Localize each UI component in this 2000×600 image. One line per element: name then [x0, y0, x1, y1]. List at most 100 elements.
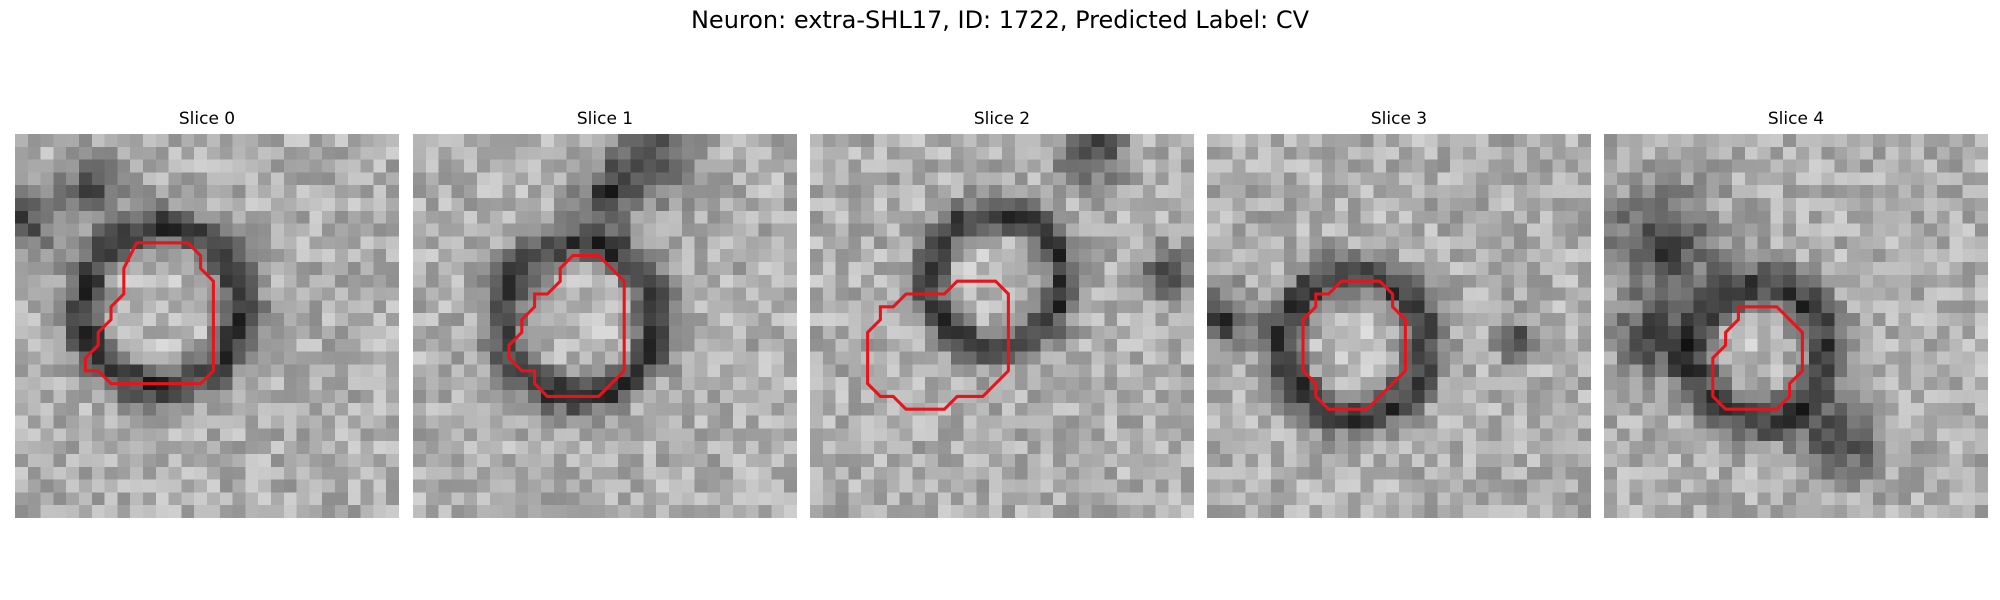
- pixel-cell: [1040, 223, 1054, 237]
- pixel-cell: [1130, 236, 1143, 250]
- pixel-cell: [1578, 146, 1591, 160]
- pixel-cell: [541, 377, 554, 391]
- pixel-cell: [464, 313, 478, 327]
- pixel-cell: [78, 223, 92, 237]
- pixel-cell: [1142, 389, 1156, 403]
- pixel-cell: [925, 197, 939, 211]
- pixel-cell: [1309, 172, 1323, 186]
- pixel-cell: [1667, 338, 1681, 352]
- pixel-cell: [566, 428, 580, 442]
- pixel-cell: [848, 146, 862, 160]
- pixel-cell: [413, 210, 426, 224]
- pixel-cell: [835, 428, 849, 442]
- pixel-cell: [720, 466, 734, 480]
- pixel-cell: [1732, 287, 1745, 301]
- pixel-cell: [873, 236, 887, 250]
- pixel-cell: [1488, 236, 1502, 250]
- pixel-cell: [1053, 415, 1067, 429]
- pixel-cell: [207, 236, 220, 250]
- pixel-cell: [464, 262, 478, 275]
- pixel-cell: [413, 274, 426, 288]
- pixel-cell: [155, 210, 169, 224]
- pixel-cell: [886, 441, 900, 455]
- pixel-cell: [1565, 338, 1579, 352]
- pixel-cell: [1898, 338, 1912, 352]
- pixel-cell: [1322, 505, 1336, 518]
- pixel-cell: [1872, 466, 1886, 480]
- pixel-cell: [1962, 262, 1976, 275]
- pixel-cell: [1706, 185, 1720, 199]
- pixel-cell: [579, 159, 593, 173]
- pixel-cell: [1642, 389, 1656, 403]
- pixel-cell: [1719, 479, 1733, 493]
- pixel-cell: [1847, 415, 1861, 429]
- pixel-cell: [950, 223, 964, 237]
- pixel-cell: [707, 236, 721, 250]
- pixel-cell: [91, 223, 105, 237]
- pixel-cell: [464, 159, 478, 173]
- pixel-cell: [194, 313, 208, 327]
- pixel-cell: [1296, 159, 1310, 173]
- pixel-cell: [1437, 146, 1451, 160]
- pixel-cell: [296, 389, 310, 403]
- pixel-cell: [1629, 492, 1643, 506]
- pixel-cell: [566, 351, 580, 365]
- pixel-cell: [1117, 402, 1131, 416]
- pixel-cell: [1360, 185, 1374, 199]
- pixel-cell: [53, 249, 67, 263]
- pixel-cell: [950, 159, 964, 173]
- pixel-cell: [1283, 197, 1297, 211]
- pixel-cell: [771, 466, 785, 480]
- pixel-cell: [360, 364, 374, 378]
- pixel-cell: [78, 172, 92, 186]
- pixel-cell: [1424, 428, 1438, 442]
- pixel-cell: [1335, 338, 1348, 352]
- pixel-cell: [681, 159, 695, 173]
- pixel-cell: [1104, 300, 1118, 314]
- pixel-cell: [1565, 505, 1579, 518]
- pixel-cell: [1104, 377, 1118, 391]
- pixel-cell: [1667, 134, 1681, 147]
- pixel-cell: [476, 479, 490, 493]
- pixel-cell: [694, 172, 708, 186]
- pixel-cell: [1834, 146, 1848, 160]
- pixel-cell: [451, 210, 465, 224]
- pixel-cell: [130, 313, 144, 327]
- pixel-cell: [1258, 326, 1272, 339]
- pixel-cell: [451, 223, 465, 237]
- pixel-cell: [143, 262, 156, 275]
- pixel-cell: [861, 262, 875, 275]
- pixel-cell: [1245, 415, 1259, 429]
- pixel-cell: [476, 313, 490, 327]
- pixel-cell: [1680, 389, 1694, 403]
- pixel-cell: [835, 185, 849, 199]
- pixel-cell: [1667, 287, 1681, 301]
- pixel-cell: [489, 262, 503, 275]
- pixel-cell: [451, 402, 465, 416]
- pixel-cell: [386, 492, 399, 506]
- pixel-cell: [643, 197, 657, 211]
- pixel-cell: [1245, 134, 1259, 147]
- pixel-cell: [1181, 134, 1194, 147]
- pixel-cell: [592, 210, 606, 224]
- pixel-cell: [835, 505, 849, 518]
- pixel-cell: [1053, 210, 1067, 224]
- pixel-cell: [1552, 351, 1566, 365]
- pixel-cell: [1117, 197, 1131, 211]
- pixel-cell: [528, 197, 542, 211]
- pixel-cell: [822, 479, 836, 493]
- pixel-cell: [464, 146, 478, 160]
- pixel-cell: [630, 159, 644, 173]
- pixel-cell: [1629, 172, 1643, 186]
- pixel-cell: [1130, 146, 1143, 160]
- pixel-cell: [386, 428, 399, 442]
- pixel-cell: [143, 313, 156, 327]
- pixel-cell: [309, 223, 323, 237]
- pixel-cell: [1168, 479, 1182, 493]
- pixel-cell: [758, 479, 772, 493]
- pixel-cell: [219, 185, 233, 199]
- pixel-cell: [1642, 492, 1656, 506]
- pixel-cell: [155, 492, 169, 506]
- pixel-cell: [40, 428, 54, 442]
- pixel-cell: [1168, 236, 1182, 250]
